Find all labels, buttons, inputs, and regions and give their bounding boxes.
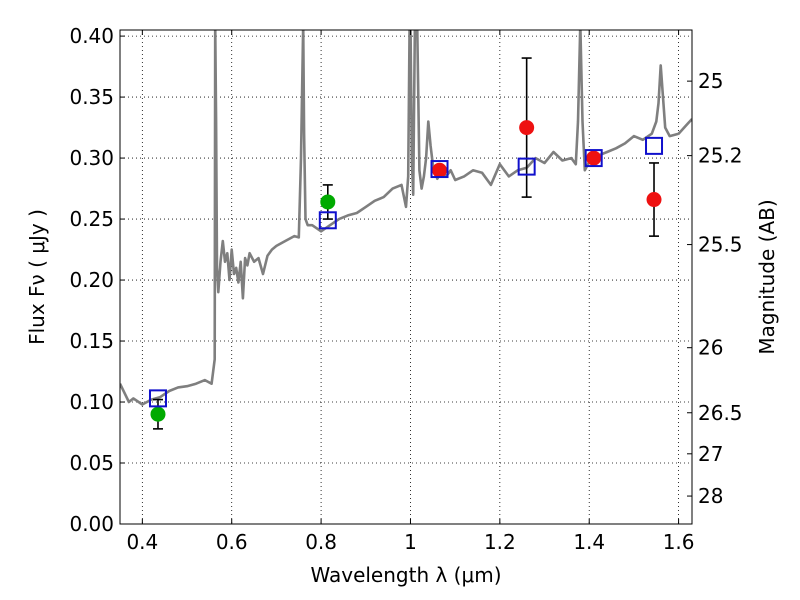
data-point: [150, 406, 166, 422]
x-tick-label: 0.8: [305, 530, 337, 554]
mag-tick-label: 26: [698, 336, 723, 360]
model-point: [517, 157, 536, 176]
y-tick-label: 0.40: [69, 24, 114, 48]
spectrum-line: [120, 30, 692, 406]
mag-tick-label: 28: [698, 484, 723, 508]
y-tick-label: 0.25: [69, 207, 114, 231]
grid: [120, 30, 692, 525]
model-point: [584, 149, 603, 168]
axis-ticks: 0.4 0.6 0.8 1 1.2 1.4 1.6 0.00 0.05 0.10 0.15 0.20 0…: [69, 24, 742, 554]
mag-tick-label: 25.2: [698, 144, 743, 168]
y-tick-label: 0.00: [69, 512, 114, 536]
y-tick-label: 0.05: [69, 451, 114, 475]
mag-tick-label: 25.5: [698, 233, 743, 257]
x-tick-label: 0.4: [126, 530, 158, 554]
model-point: [148, 389, 167, 408]
mag-tick-label: 25: [698, 69, 723, 93]
y-tick-label: 0.35: [69, 85, 114, 109]
data-point: [586, 150, 602, 166]
plot-area: [120, 30, 692, 430]
mag-tick-label: 26.5: [698, 401, 743, 425]
x-tick-label: 0.6: [216, 530, 248, 554]
data-point: [646, 192, 662, 208]
mag-tick-label: 27: [698, 442, 723, 466]
x-tick-label: 1.6: [663, 530, 695, 554]
x-axis-label: Wavelength λ (μm): [310, 563, 501, 587]
data-point: [519, 120, 535, 136]
x-tick-label: 1.4: [573, 530, 605, 554]
y-tick-label: 0.20: [69, 268, 114, 292]
y-tick-label: 0.10: [69, 390, 114, 414]
model-point: [318, 211, 337, 230]
y-axis-label-right: Magnitude (AB): [755, 199, 779, 354]
plot-frame: [119, 29, 693, 525]
data-point: [320, 194, 336, 210]
model-point: [645, 136, 664, 155]
y-tick-label: 0.30: [69, 146, 114, 170]
x-tick-label: 1.2: [484, 530, 516, 554]
y-tick-label: 0.15: [69, 329, 114, 353]
x-tick-label: 1: [404, 530, 417, 554]
y-axis-label-left: Flux Fν ( μJy ): [25, 209, 49, 345]
model-point: [430, 160, 449, 179]
data-point: [432, 162, 448, 178]
